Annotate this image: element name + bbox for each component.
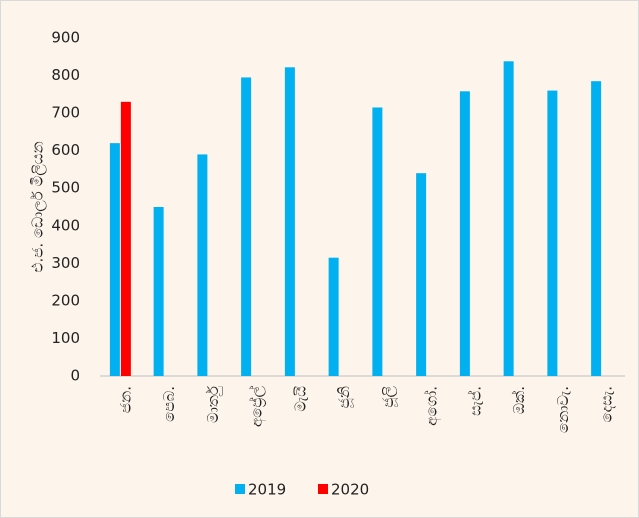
- legend-swatch: [235, 484, 245, 494]
- bar: [328, 257, 339, 376]
- y-tick-label: 900: [51, 29, 80, 47]
- x-tick-label: සැප්.: [466, 386, 484, 416]
- bar: [284, 67, 295, 376]
- bar: [591, 81, 602, 376]
- x-tick-label: ජූලි: [379, 385, 398, 407]
- x-tick-label: දෙසැ.: [598, 386, 616, 423]
- y-tick-label: 0: [70, 367, 80, 385]
- bar: [153, 207, 164, 376]
- bar: [241, 77, 252, 376]
- bar: [197, 154, 208, 376]
- y-tick-label: 100: [51, 329, 80, 347]
- y-tick-label: 400: [51, 216, 80, 234]
- y-tick-label: 300: [51, 254, 80, 272]
- x-tick-label: පෙබ.: [160, 386, 178, 422]
- legend-label: 2020: [331, 481, 369, 499]
- x-tick-label: නොවැ.: [554, 386, 572, 433]
- x-tick-label: මැයි: [291, 386, 309, 412]
- y-axis-label: එ.ජ. ඩොලර් මිලියන: [29, 141, 47, 272]
- bar: [120, 101, 131, 376]
- bar: [503, 61, 514, 376]
- bar: [372, 107, 383, 376]
- x-tick-label: ජන.: [116, 386, 134, 413]
- y-tick-label: 800: [51, 66, 80, 84]
- bar: [109, 143, 120, 376]
- y-tick-label: 200: [51, 291, 80, 309]
- x-tick-label: අගෝ.: [423, 386, 442, 426]
- legend-swatch: [318, 484, 328, 494]
- y-tick-label: 500: [51, 179, 80, 197]
- y-tick-label: 700: [51, 104, 80, 122]
- legend-label: 2019: [248, 481, 286, 499]
- bar: [416, 173, 427, 376]
- x-tick-label: අප්‍රේල්: [247, 385, 266, 427]
- y-tick-label: 600: [51, 141, 80, 159]
- x-tick-label: ඔක්.: [510, 386, 528, 414]
- bar: [459, 91, 470, 376]
- x-tick-label: මාර්තු: [204, 386, 222, 423]
- bar: [547, 90, 558, 377]
- x-tick-label: ජූනි: [335, 386, 354, 408]
